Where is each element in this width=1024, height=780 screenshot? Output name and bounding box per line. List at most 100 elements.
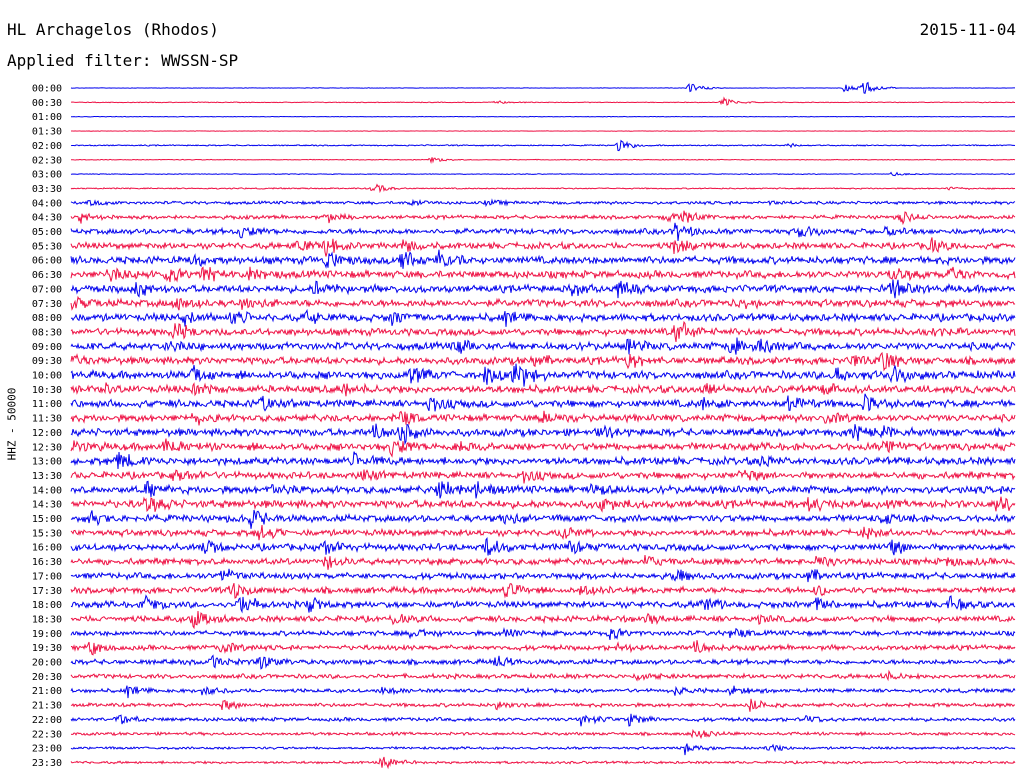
trace-row — [70, 451, 1016, 469]
trace-row — [70, 222, 1016, 241]
row-time-label: 13:30 — [32, 471, 62, 482]
row-time-label: 19:30 — [32, 643, 62, 654]
row-time-label: 03:30 — [32, 184, 62, 195]
row-time-label: 12:00 — [32, 428, 62, 439]
row-time-label: 10:00 — [32, 371, 62, 382]
station-title: HL Archagelos (Rhodos) — [7, 20, 219, 39]
row-time-label: 00:00 — [32, 84, 62, 95]
row-time-label: 14:30 — [32, 500, 62, 511]
row-time-label: 02:00 — [32, 141, 62, 152]
trace-row — [70, 363, 1016, 387]
trace-row — [70, 568, 1016, 583]
row-time-label: 20:30 — [32, 672, 62, 683]
trace-row — [70, 698, 1016, 712]
trace-row — [70, 157, 1016, 164]
row-time-label: 21:30 — [32, 701, 62, 712]
record-date: 2015-11-04 — [919, 20, 1016, 39]
row-time-label: 01:30 — [32, 127, 62, 138]
trace-row — [70, 81, 1015, 95]
trace-row — [70, 713, 1016, 727]
row-time-label: 11:00 — [32, 399, 62, 410]
trace-row — [70, 423, 1016, 446]
trace-row — [70, 279, 1016, 299]
trace-row — [70, 594, 1016, 614]
row-time-label: 14:00 — [32, 485, 62, 496]
row-time-label: 23:00 — [32, 744, 62, 755]
row-time-label: 05:00 — [32, 227, 62, 238]
row-time-label: 03:00 — [32, 170, 62, 181]
row-time-label: 00:30 — [32, 98, 62, 109]
row-time-label: 17:00 — [32, 571, 62, 582]
row-time-label: 10:30 — [32, 385, 62, 396]
trace-row — [70, 130, 1016, 132]
filter-label: Applied filter: WWSSN-SP — [7, 51, 239, 70]
trace-row — [70, 320, 1016, 342]
trace-row — [70, 337, 1016, 355]
trace-row — [70, 536, 1016, 556]
trace-row — [70, 555, 1016, 570]
row-time-label: 18:00 — [32, 600, 62, 611]
trace-row — [70, 393, 1016, 412]
trace-row — [70, 728, 1016, 740]
trace-row — [70, 295, 1016, 311]
row-time-label: 05:30 — [32, 241, 62, 252]
trace-row — [70, 183, 1016, 194]
trace-row — [70, 611, 1016, 630]
trace-row — [70, 210, 1016, 226]
row-time-label: 21:00 — [32, 686, 62, 697]
row-time-label: 19:00 — [32, 629, 62, 640]
trace-row — [70, 626, 1016, 641]
trace-row — [70, 756, 1016, 770]
trace-row — [70, 438, 1016, 458]
row-time-label: 15:00 — [32, 514, 62, 525]
trace-row — [70, 249, 1016, 269]
row-time-label: 12:30 — [32, 442, 62, 453]
row-time-label: 07:00 — [32, 284, 62, 295]
trace-row — [70, 640, 1016, 656]
row-time-label: 02:30 — [32, 155, 62, 166]
row-time-label: 18:30 — [32, 614, 62, 625]
trace-row — [70, 308, 1016, 327]
row-time-label: 16:30 — [32, 557, 62, 568]
row-time-label: 22:30 — [32, 729, 62, 740]
trace-row — [71, 115, 1016, 118]
trace-row — [70, 198, 1016, 208]
trace-row — [70, 509, 1016, 529]
trace-row — [70, 382, 1016, 397]
row-time-label: 22:00 — [32, 715, 62, 726]
row-time-label: 20:00 — [32, 658, 62, 669]
row-time-label: 11:30 — [32, 414, 62, 425]
trace-row — [70, 96, 1016, 106]
trace-row — [70, 582, 1016, 599]
row-time-label: 23:30 — [32, 758, 62, 769]
trace-row — [70, 469, 1016, 484]
trace-row — [70, 496, 1016, 513]
trace-row — [70, 480, 1016, 499]
trace-row — [70, 237, 1016, 257]
row-time-label: 15:30 — [32, 528, 62, 539]
row-time-label: 04:00 — [32, 198, 62, 209]
row-time-label: 09:30 — [32, 356, 62, 367]
row-time-label: 06:00 — [32, 256, 62, 267]
trace-row — [70, 669, 1016, 682]
trace-row — [70, 171, 1016, 177]
trace-row — [70, 139, 1016, 152]
row-time-label: 16:00 — [32, 543, 62, 554]
trace-row — [70, 654, 1016, 670]
trace-row — [70, 410, 1016, 426]
row-time-label: 08:00 — [32, 313, 62, 324]
trace-row — [70, 266, 1016, 283]
row-time-label: 06:30 — [32, 270, 62, 281]
trace-row — [70, 351, 1016, 372]
trace-row — [70, 525, 1016, 541]
row-time-label: 17:30 — [32, 586, 62, 597]
row-time-label: 09:00 — [32, 342, 62, 353]
trace-row — [70, 685, 1016, 699]
row-time-label: 04:30 — [32, 213, 62, 224]
row-time-label: 13:00 — [32, 457, 62, 468]
row-time-label: 08:30 — [32, 327, 62, 338]
row-time-label: 01:00 — [32, 112, 62, 123]
trace-row — [70, 743, 1016, 756]
row-time-label: 07:30 — [32, 299, 62, 310]
